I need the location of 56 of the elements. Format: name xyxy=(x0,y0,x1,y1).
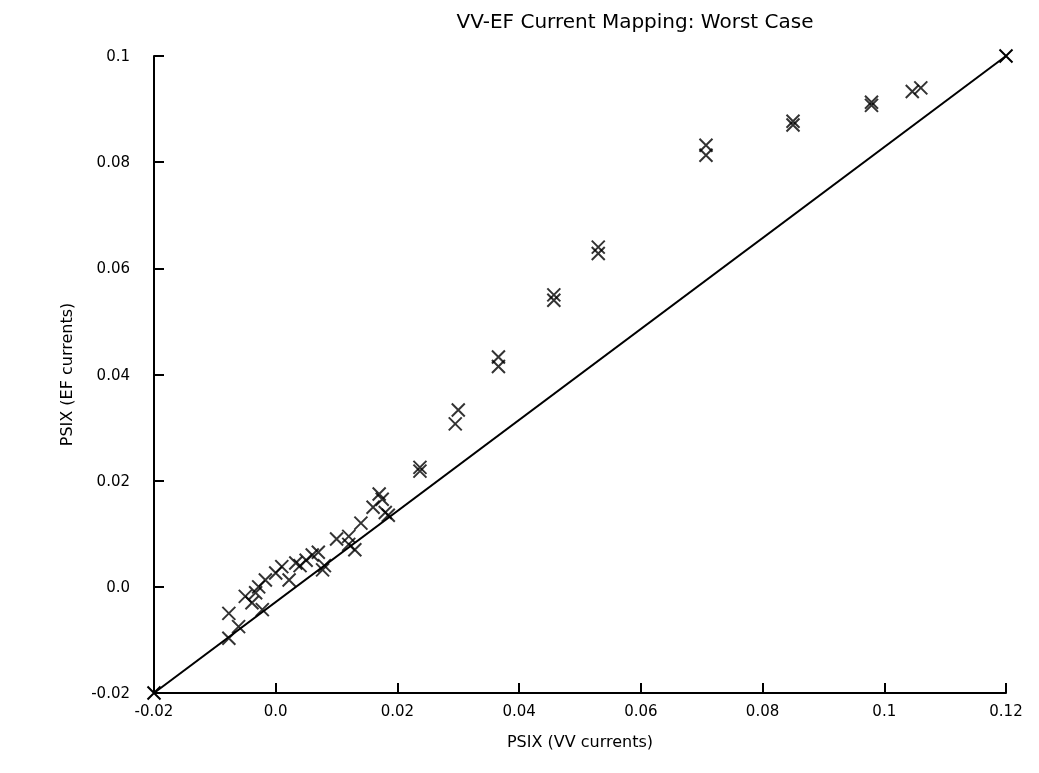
point xyxy=(347,542,363,558)
point xyxy=(221,605,237,621)
point xyxy=(146,685,162,701)
point xyxy=(268,565,284,581)
point xyxy=(298,552,314,568)
point xyxy=(365,499,381,515)
point xyxy=(785,113,801,129)
point xyxy=(412,459,428,475)
y-tick-label: 0.08 xyxy=(96,153,130,172)
point xyxy=(590,239,606,255)
point xyxy=(341,528,357,544)
point xyxy=(353,515,369,531)
point xyxy=(412,463,428,479)
x-tick-label: 0.02 xyxy=(380,701,415,720)
point xyxy=(281,572,297,588)
y-tick-label: 0.06 xyxy=(96,259,130,278)
point xyxy=(316,558,332,574)
point xyxy=(237,588,253,604)
point xyxy=(288,555,304,571)
point xyxy=(257,572,273,588)
point xyxy=(785,117,801,133)
point xyxy=(315,562,331,578)
point xyxy=(292,558,308,574)
x-tick-label: -0.02 xyxy=(134,701,174,720)
point xyxy=(341,536,357,552)
y-tick-label: 0.1 xyxy=(106,47,130,65)
x-tick-label: 0.08 xyxy=(745,701,780,720)
chart-title: VV-EF Current Mapping: Worst Case xyxy=(456,9,814,33)
x-tick-label: 0.1 xyxy=(872,701,897,720)
point xyxy=(998,48,1014,64)
x-axis-title: PSIX (VV currents) xyxy=(506,731,654,751)
point xyxy=(254,602,270,618)
point xyxy=(329,531,345,547)
point xyxy=(546,292,562,308)
point xyxy=(274,559,290,575)
x-tick-label: 0.06 xyxy=(624,701,658,720)
y-tick-label: 0.02 xyxy=(96,471,130,490)
point xyxy=(251,579,267,595)
x-tick-label: 0.12 xyxy=(989,701,1023,720)
point xyxy=(244,595,260,611)
point xyxy=(221,630,237,646)
point xyxy=(913,80,929,96)
y-axis-title: PSIX (EF currents) xyxy=(56,302,76,447)
x-tick-label: 0.04 xyxy=(502,701,536,720)
y-tick-label: 0.0 xyxy=(106,577,130,596)
y-tick-label: 0.04 xyxy=(96,365,130,384)
point xyxy=(248,585,264,601)
y-tick-label: -0.02 xyxy=(91,684,130,702)
point xyxy=(546,287,562,303)
point xyxy=(904,84,920,100)
point xyxy=(304,547,320,563)
point xyxy=(231,619,247,635)
point xyxy=(371,486,387,502)
x-tick-label: 0.0 xyxy=(263,701,288,720)
point xyxy=(590,245,606,261)
point xyxy=(310,544,326,560)
